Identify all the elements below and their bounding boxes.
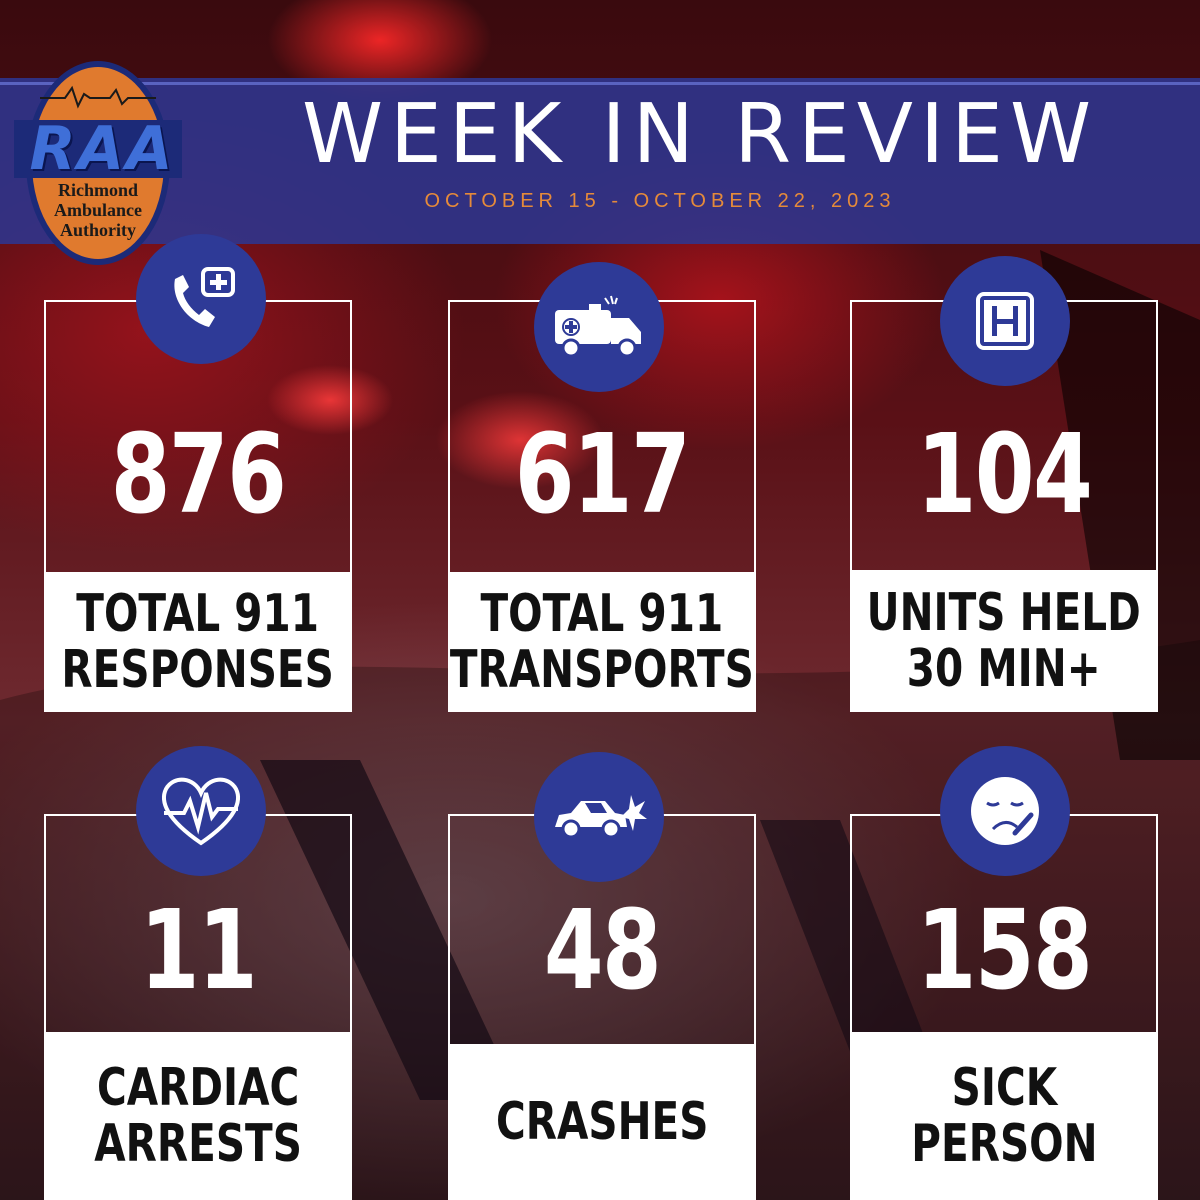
stat-value: 11 <box>139 886 258 1014</box>
date-range: OCTOBER 15 - OCTOBER 22, 2023 <box>424 190 896 212</box>
stat-value: 104 <box>916 410 1093 538</box>
stat-value: 617 <box>514 410 691 538</box>
stat-value: 158 <box>916 886 1093 1014</box>
phone-medical-icon <box>136 234 266 364</box>
stat-label-line1: CARDIAC <box>96 1058 300 1118</box>
stat-label-line1: CRASHES <box>495 1092 709 1152</box>
stat-label-line2: RESPONSES <box>61 640 335 700</box>
card-label-box: CRASHES <box>448 1044 756 1200</box>
stat-label-line1: SICK <box>951 1058 1057 1118</box>
car-crash-icon <box>534 752 664 882</box>
heart-pulse-icon <box>136 746 266 876</box>
stat-value: 48 <box>543 886 662 1014</box>
stat-label-line1: TOTAL 911 <box>480 584 724 644</box>
logo-abbr: RAA <box>29 114 175 184</box>
raa-logo: RAA Richmond Ambulance Authority <box>10 48 190 278</box>
hospital-icon <box>940 256 1070 386</box>
ambulance-icon <box>534 262 664 392</box>
stat-label-line2: PERSON <box>910 1114 1098 1174</box>
header-band-line <box>0 82 1200 85</box>
logo-line2: Ambulance <box>53 200 142 220</box>
stat-label-line1: UNITS HELD <box>866 583 1142 643</box>
stat-label-line2: TRANSPORTS <box>450 640 754 700</box>
page-title: WEEK IN REVIEW <box>301 87 1099 182</box>
stat-value: 876 <box>110 410 287 538</box>
logo-line3: Authority <box>60 220 136 240</box>
card-label-box: CARDIAC ARRESTS <box>44 1032 352 1200</box>
header-band <box>0 78 1200 244</box>
card-label-box: SICK PERSON <box>850 1032 1158 1200</box>
stat-label-line1: TOTAL 911 <box>76 584 320 644</box>
card-label-box: UNITS HELD 30 MIN+ <box>850 570 1158 712</box>
sick-face-icon <box>940 746 1070 876</box>
card-label-box: TOTAL 911 TRANSPORTS <box>448 572 756 712</box>
stat-label-line2: 30 MIN+ <box>907 639 1101 699</box>
stat-label-line2: ARRESTS <box>94 1114 302 1174</box>
logo-line1: Richmond <box>57 180 138 200</box>
card-label-box: TOTAL 911 RESPONSES <box>44 572 352 712</box>
